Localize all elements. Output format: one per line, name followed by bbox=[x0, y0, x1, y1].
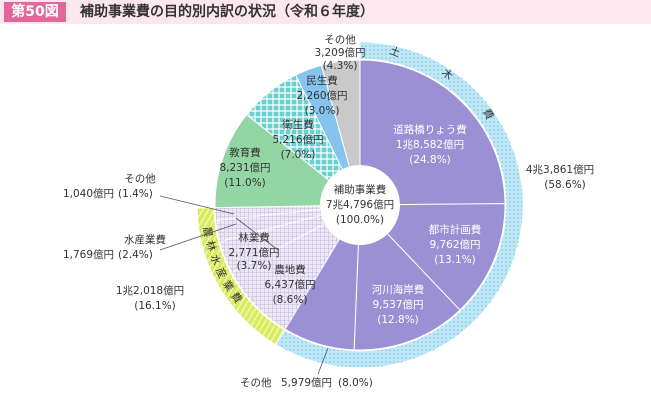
leader-line bbox=[317, 347, 329, 375]
slice-name: 水産業費 bbox=[124, 233, 166, 246]
slice-value: 6,437億円 bbox=[264, 278, 315, 291]
slice-name: 都市計画費 bbox=[429, 223, 482, 236]
slice-name: その他 bbox=[124, 172, 156, 185]
slice-percent: (1.4%) bbox=[118, 188, 153, 200]
slice-value: 5,216億円 bbox=[272, 133, 323, 146]
slice-name: 河川海岸費 bbox=[372, 283, 425, 296]
slice-percent: (24.8%) bbox=[409, 154, 451, 166]
badge-box bbox=[4, 2, 66, 22]
slice-value: 3,209億円 bbox=[314, 46, 365, 59]
slice-value: 8,231億円 bbox=[219, 161, 270, 174]
slice-percent: (13.1%) bbox=[434, 254, 476, 266]
slice-name: その他 bbox=[324, 33, 356, 46]
leader-line bbox=[159, 195, 235, 215]
slice-value: 9,537億円 bbox=[372, 298, 423, 311]
chart-title: 補助事業費の目的別内訳の状況（令和６年度） bbox=[79, 3, 374, 20]
slice-name: 道路橋りょう費 bbox=[393, 123, 467, 136]
badge: 第50図 bbox=[11, 3, 58, 20]
slice-name: その他 bbox=[240, 376, 272, 389]
center-value: 7兆4,796億円 bbox=[326, 198, 394, 211]
slice-value: 2,260億円 bbox=[296, 89, 347, 102]
slice-percent: (11.0%) bbox=[224, 177, 266, 189]
header-bar bbox=[0, 0, 651, 24]
slice-value: 2,771億円 bbox=[228, 246, 279, 259]
slice-value: 5,979億円 bbox=[281, 376, 332, 389]
slice-name: 農地費 bbox=[274, 263, 306, 276]
slice-value: 1,769億円 bbox=[63, 248, 114, 261]
slice-name: 教育費 bbox=[229, 146, 261, 159]
slice-percent: (4.3%) bbox=[323, 60, 358, 72]
slice-percent: (3.7%) bbox=[237, 260, 272, 272]
center-percent: (100.0%) bbox=[336, 214, 384, 226]
slice-percent: (3.0%) bbox=[305, 105, 340, 117]
group-value: 1兆2,018億円 bbox=[116, 284, 184, 297]
leader-line bbox=[235, 217, 279, 251]
group-percent: (58.6%) bbox=[544, 179, 586, 191]
slice-percent: (2.4%) bbox=[118, 249, 153, 261]
slice-value: 9,762億円 bbox=[429, 238, 480, 251]
slice-percent: (12.8%) bbox=[377, 314, 419, 326]
slice-value: 1兆8,582億円 bbox=[396, 138, 464, 151]
center-name: 補助事業費 bbox=[334, 183, 387, 196]
slice-name: 衛生費 bbox=[282, 118, 314, 131]
slice-percent: (8.6%) bbox=[273, 294, 308, 306]
leader-line bbox=[159, 223, 237, 251]
slice-name: 林業費 bbox=[238, 231, 270, 244]
group-value: 4兆3,861億円 bbox=[526, 163, 594, 176]
slice-value: 1,040億円 bbox=[63, 187, 114, 200]
center-hole bbox=[320, 165, 400, 245]
slice-percent: (7.0%) bbox=[281, 149, 316, 161]
slice-percent: (8.0%) bbox=[338, 377, 373, 389]
slice-name: 民生費 bbox=[306, 74, 338, 87]
group-percent: (16.1%) bbox=[134, 300, 176, 312]
